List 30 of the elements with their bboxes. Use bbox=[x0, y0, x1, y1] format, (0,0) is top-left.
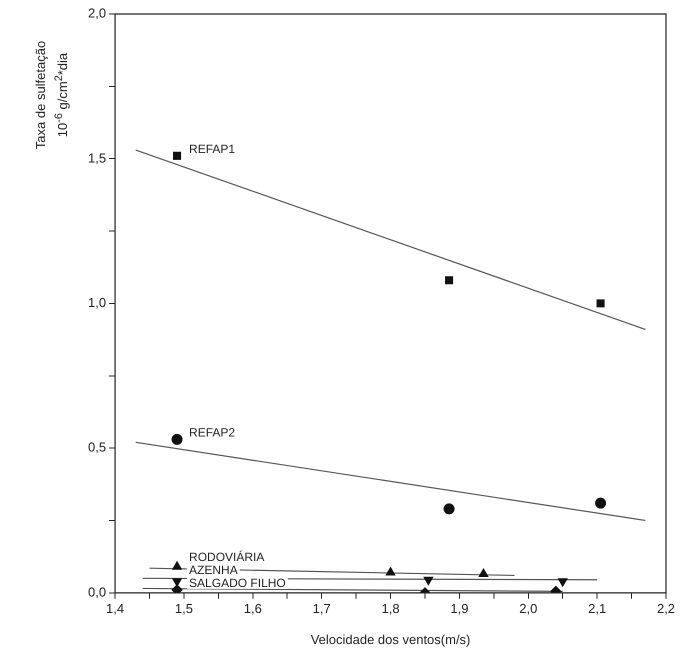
x-tick-label: 1,5 bbox=[174, 601, 193, 616]
point bbox=[444, 503, 455, 514]
point bbox=[595, 498, 606, 509]
x-tick-label: 1,7 bbox=[312, 601, 331, 616]
x-tick-label: 1,9 bbox=[450, 601, 468, 616]
series-label: AZENHA bbox=[189, 562, 238, 577]
y-tick-label: 0,5 bbox=[88, 440, 106, 455]
series-label: REFAP2 bbox=[189, 425, 236, 440]
y-tick-label: 1,0 bbox=[88, 294, 106, 310]
series-label: RODOVIÁRIA bbox=[189, 550, 264, 564]
series-label: SALGADO FILHO bbox=[189, 576, 286, 590]
y-tick-label: 1,5 bbox=[88, 150, 106, 166]
x-tick-label: 2,1 bbox=[588, 601, 606, 616]
point bbox=[478, 568, 488, 577]
x-tick-label: 2,0 bbox=[519, 601, 538, 616]
y-tick-label: 0,0 bbox=[88, 584, 106, 600]
x-tick-label: 1,4 bbox=[106, 601, 124, 616]
point bbox=[596, 299, 605, 308]
series-label: REFAP1 bbox=[189, 142, 236, 156]
x-tick-label: 1,8 bbox=[381, 601, 400, 616]
x-tick-label: 2,2 bbox=[656, 601, 676, 616]
point bbox=[172, 434, 183, 445]
point bbox=[172, 561, 182, 570]
point bbox=[173, 152, 182, 160]
x-axis-title: Velocidade dos ventos(m/s) bbox=[310, 632, 470, 647]
point bbox=[172, 584, 183, 593]
point bbox=[386, 567, 396, 576]
x-tick-label: 1,6 bbox=[244, 601, 262, 616]
y-tick-label: 2,0 bbox=[88, 6, 106, 21]
point bbox=[445, 276, 454, 284]
